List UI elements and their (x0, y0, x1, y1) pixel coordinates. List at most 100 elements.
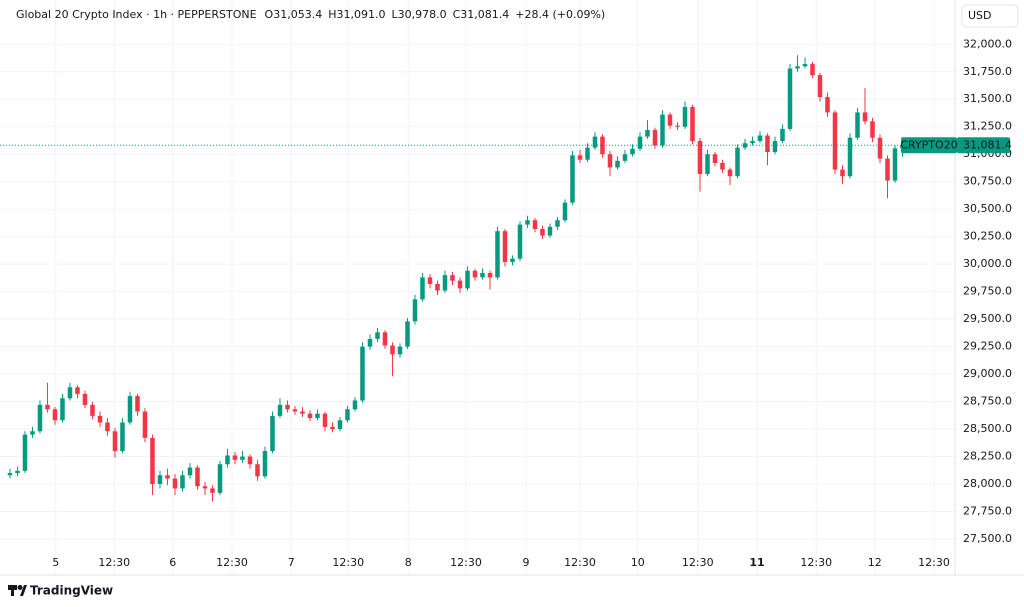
candle-body (457, 280, 463, 289)
x-tick-label: 12:30 (216, 556, 248, 569)
candle-body (442, 275, 448, 291)
candle-body (277, 404, 283, 416)
y-tick-label: 29,000.0 (963, 367, 1012, 380)
candle-body (127, 396, 133, 423)
candle-body (877, 137, 883, 159)
candle-body (892, 148, 898, 181)
candle-body (652, 130, 658, 146)
candle-body (352, 400, 358, 410)
candle-body (165, 475, 170, 479)
candles (7, 55, 905, 502)
y-tick-label: 28,750.0 (963, 395, 1012, 408)
candle-body (780, 128, 785, 142)
candle-body (30, 431, 35, 435)
candle-body (112, 431, 118, 452)
candle-body (600, 136, 605, 155)
y-tick-label: 30,000.0 (963, 257, 1012, 270)
candle-body (412, 299, 418, 322)
candle-body (645, 130, 650, 137)
candle-body (750, 141, 755, 144)
candle-body (240, 456, 245, 460)
candle-body (862, 112, 868, 122)
ohlc-key: H (328, 8, 336, 21)
candle-body (622, 154, 628, 161)
candle-body (525, 220, 530, 225)
ohlc-key: C (453, 8, 461, 21)
y-tick-label: 29,250.0 (963, 340, 1012, 353)
y-tick-label: 32,000.0 (963, 37, 1012, 50)
candle-body (285, 404, 290, 410)
candle-body (510, 258, 515, 262)
candle-body (540, 228, 545, 236)
x-tick-label: 8 (405, 556, 412, 569)
candle-body (637, 136, 643, 149)
candle-body (135, 396, 140, 412)
grid (0, 0, 955, 575)
candle-body (262, 451, 268, 477)
candle-body (307, 413, 313, 419)
ohlc-value: 31,081.4 (460, 8, 509, 21)
x-tick-label: 9 (522, 556, 529, 569)
candle-body (630, 148, 635, 155)
candle-body (465, 270, 470, 289)
symbol-tag-box (901, 137, 957, 154)
y-tick-label: 27,500.0 (963, 532, 1012, 545)
candle-body (390, 345, 395, 355)
x-tick-label: 12:30 (800, 556, 832, 569)
last-price-box (957, 137, 1010, 154)
currency[interactable]: USD (968, 9, 992, 22)
candle-body (180, 475, 185, 489)
symbol-title: Global 20 Crypto Index · 1h · PEPPERSTON… (16, 8, 257, 21)
candle-body (367, 338, 373, 347)
candle-body (817, 75, 823, 98)
legend-header: Global 20 Crypto Index · 1h · PEPPERSTON… (16, 8, 605, 21)
ohlc-value: 30,978.0 (398, 8, 447, 21)
candle-body (210, 488, 215, 493)
candle-body (517, 224, 523, 259)
candle-body (22, 434, 28, 471)
candle-body (795, 66, 800, 69)
candle-body (870, 121, 875, 138)
x-tick-label: 7 (288, 556, 295, 569)
candle-body (555, 220, 560, 227)
y-tick-label: 30,750.0 (963, 175, 1012, 188)
candle-body (292, 409, 298, 412)
y-tick-label: 27,750.0 (963, 505, 1012, 518)
candle-body (840, 169, 845, 177)
candle-body (810, 64, 815, 76)
last-price-label: 31,081.4 (963, 138, 1012, 151)
candle-body (825, 97, 830, 113)
symbol-tag: CRYPTO20 (900, 138, 957, 151)
currency-box[interactable] (961, 4, 1019, 28)
candle-body (450, 275, 455, 281)
candle-body (90, 404, 95, 416)
y-tick-label: 28,000.0 (963, 477, 1012, 490)
y-tick-label: 30,500.0 (963, 202, 1012, 215)
candle-body (607, 154, 613, 168)
candle-body (60, 398, 65, 421)
candle-body (495, 231, 500, 278)
ohlc-value: 31,091.0 (336, 8, 385, 21)
x-tick-label: 11 (749, 556, 764, 569)
y-tick-label: 29,500.0 (963, 312, 1012, 325)
candle-body (697, 141, 703, 175)
y-tick-label: 31,750.0 (963, 65, 1012, 78)
candle-body (727, 169, 733, 177)
candle-body (667, 114, 673, 126)
x-tick-label: 5 (52, 556, 59, 569)
logo-part (17, 585, 23, 590)
x-tick-label: 10 (631, 556, 645, 569)
candle-body (270, 415, 275, 452)
candle-body (382, 332, 388, 346)
candle-body (337, 420, 343, 430)
brand: TradingView (30, 584, 113, 598)
candle-body (202, 486, 208, 489)
brand-logo: TradingView (8, 584, 113, 598)
x-tick-label: 6 (169, 556, 176, 569)
logo-part (11, 585, 14, 596)
ohlc-key: L (391, 8, 398, 21)
candle-body (735, 147, 740, 177)
candle-body (330, 426, 335, 430)
candle-body (105, 422, 110, 432)
